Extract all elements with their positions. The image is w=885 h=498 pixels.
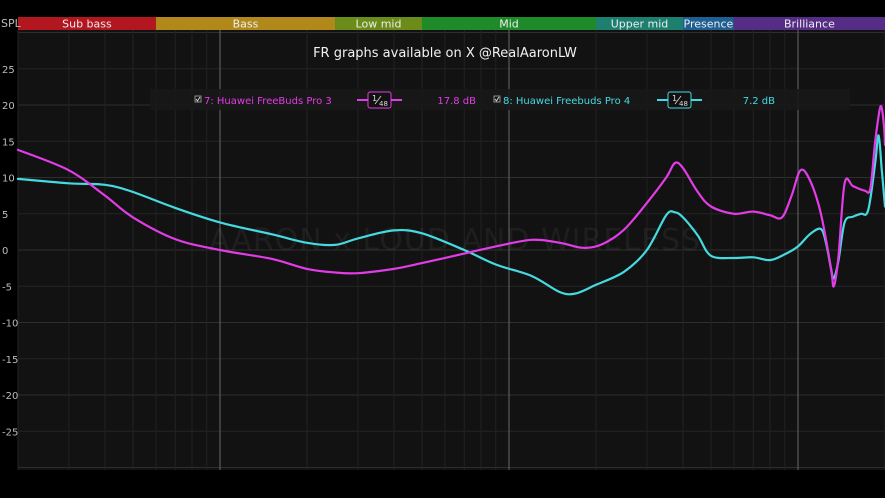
y-tick-label: 10 — [2, 174, 15, 185]
band-mid — [422, 17, 596, 30]
fraction-slash — [374, 95, 382, 105]
y-axis-ticks: 25 20 15 10 5 0 -5 -10 -15 -20 -25 — [2, 65, 18, 439]
band-brilliance — [733, 17, 885, 30]
y-tick-label: -15 — [2, 355, 18, 366]
band-label: Presence — [684, 18, 734, 31]
band-label: Brilliance — [784, 18, 835, 31]
band-label: Sub bass — [62, 18, 112, 31]
y-tick-label: -5 — [2, 282, 12, 293]
grid-lines — [17, 30, 885, 470]
legend-checkbox[interactable] — [493, 95, 501, 103]
band-bass — [155, 17, 336, 30]
y-tick-label: 20 — [2, 101, 15, 112]
band-low-mid — [335, 17, 423, 30]
chart-title: FR graphs available on X @RealAaronLW — [313, 46, 577, 61]
y-tick-label: 5 — [2, 210, 8, 221]
legend-checkbox[interactable] — [194, 95, 202, 103]
band-label: Bass — [233, 18, 259, 31]
y-tick-label: 15 — [2, 137, 15, 148]
series-line — [16, 104, 885, 288]
y-tick-label: -20 — [2, 391, 18, 402]
smoothing-denominator: 48 — [679, 100, 688, 108]
fraction-slash — [674, 95, 682, 105]
band-label: Low mid — [356, 18, 402, 31]
band-sub-bass — [18, 17, 156, 30]
smoothing-numerator: 1 — [672, 94, 677, 103]
frequency-band-bar: Sub bass Bass Low mid Mid Upper mid Presence B… — [18, 17, 885, 31]
legend-series-name: 7: Huawei FreeBuds Pro 3 — [204, 96, 332, 107]
smoothing-denominator: 48 — [379, 100, 388, 108]
band-label: Upper mid — [611, 18, 669, 31]
band-label: Mid — [499, 18, 519, 31]
legend-offset[interactable]: 17.8 dB — [437, 96, 476, 107]
band-presence — [682, 17, 734, 30]
series-layer — [16, 104, 885, 296]
check-icon — [494, 96, 500, 102]
y-axis-label: SPL — [1, 17, 22, 30]
legend-series-name: 8: Huawei Freebuds Pro 4 — [503, 96, 630, 107]
band-upper-mid — [596, 17, 683, 30]
y-tick-label: 25 — [2, 65, 15, 76]
check-icon — [195, 96, 201, 102]
y-tick-label: 0 — [2, 246, 8, 257]
smoothing-numerator: 1 — [372, 94, 377, 103]
y-tick-label: -25 — [2, 427, 18, 438]
smoothing-selector[interactable] — [667, 91, 692, 109]
legend-offset[interactable]: 7.2 dB — [743, 96, 775, 107]
legend: 7: Huawei FreeBuds Pro 3 148 17.8 dB 8: Hua… — [194, 91, 775, 109]
watermark: AARON x LOUD AND WIRELESS — [209, 223, 701, 258]
series-line — [16, 134, 885, 296]
y-tick-label: -10 — [2, 319, 18, 330]
smoothing-selector[interactable] — [367, 91, 392, 109]
